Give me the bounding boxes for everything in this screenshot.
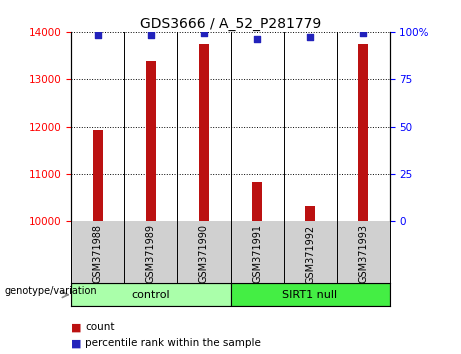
Text: SIRT1 null: SIRT1 null — [283, 290, 337, 300]
Text: GSM371989: GSM371989 — [146, 224, 156, 284]
Title: GDS3666 / A_52_P281779: GDS3666 / A_52_P281779 — [140, 17, 321, 31]
Text: count: count — [85, 322, 115, 332]
Text: percentile rank within the sample: percentile rank within the sample — [85, 338, 261, 348]
Text: GSM371992: GSM371992 — [305, 224, 315, 284]
Text: control: control — [132, 290, 170, 300]
Text: GSM371993: GSM371993 — [358, 224, 368, 284]
Bar — [305, 206, 315, 221]
Point — [254, 36, 261, 42]
Bar — [146, 61, 156, 221]
Bar — [199, 44, 209, 221]
Bar — [252, 182, 262, 221]
Bar — [358, 44, 368, 221]
Point — [359, 30, 366, 36]
Point — [148, 32, 155, 38]
Point — [200, 30, 207, 36]
Text: GSM371990: GSM371990 — [199, 224, 209, 284]
Text: GSM371991: GSM371991 — [252, 224, 262, 284]
Bar — [230, 283, 390, 306]
Text: ■: ■ — [71, 338, 82, 348]
Point — [306, 34, 313, 39]
Point — [94, 32, 101, 38]
Text: GSM371988: GSM371988 — [93, 224, 103, 284]
Bar — [71, 283, 230, 306]
Text: genotype/variation: genotype/variation — [5, 286, 97, 296]
Text: ■: ■ — [71, 322, 82, 332]
Bar — [93, 130, 103, 221]
